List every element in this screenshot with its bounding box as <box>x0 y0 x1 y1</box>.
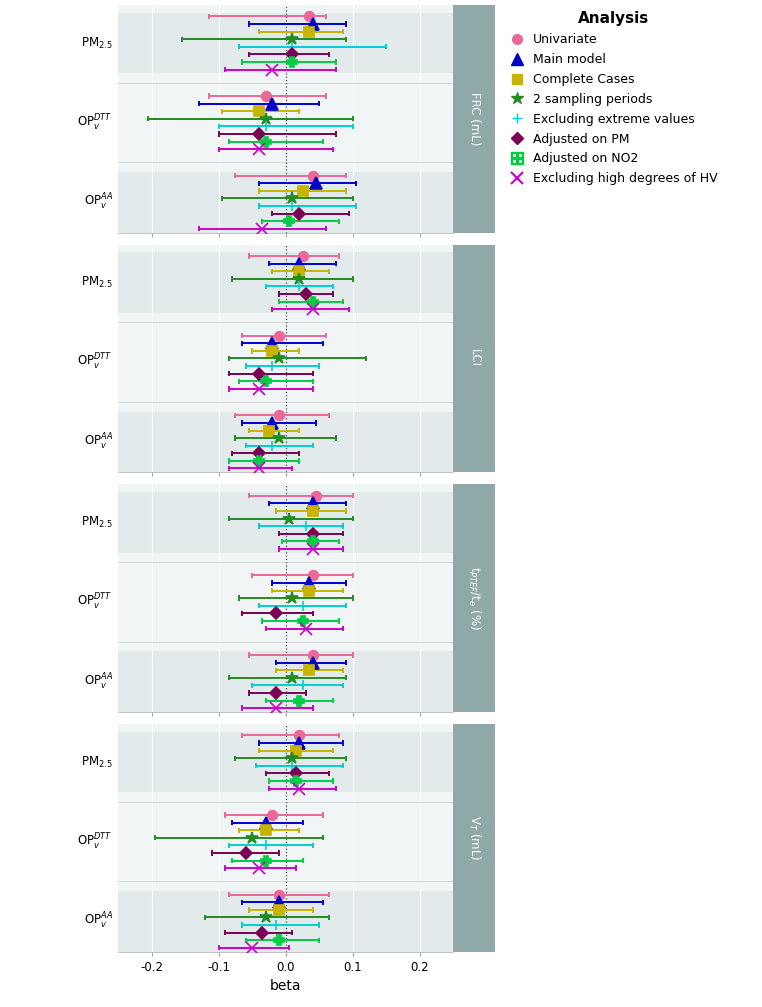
Text: OP$_v^{DTT}$: OP$_v^{DTT}$ <box>78 352 113 373</box>
Bar <box>118 412 453 472</box>
Bar <box>118 172 453 233</box>
Text: FRC (mL): FRC (mL) <box>468 92 481 146</box>
Text: OP$_v^{AA}$: OP$_v^{AA}$ <box>84 911 113 931</box>
Bar <box>118 332 453 393</box>
Bar <box>118 572 453 632</box>
Text: V$_T$ (mL): V$_T$ (mL) <box>466 815 482 861</box>
Text: LCI: LCI <box>468 349 481 368</box>
Text: PM$_{2.5}$: PM$_{2.5}$ <box>81 35 113 50</box>
Text: t$_{PTEF}$/t$_e$ (%): t$_{PTEF}$/t$_e$ (%) <box>466 566 482 630</box>
Text: OP$_v^{DTT}$: OP$_v^{DTT}$ <box>78 592 113 612</box>
Bar <box>118 253 453 313</box>
Bar <box>118 492 453 553</box>
Bar <box>118 13 453 74</box>
Bar <box>118 93 453 153</box>
Bar <box>118 812 453 872</box>
Text: OP$_v^{DTT}$: OP$_v^{DTT}$ <box>78 832 113 852</box>
Text: PM$_{2.5}$: PM$_{2.5}$ <box>81 275 113 290</box>
Text: OP$_v^{AA}$: OP$_v^{AA}$ <box>84 672 113 692</box>
Legend: Univariate, Main model, Complete Cases, 2 sampling periods, Excluding extreme va: Univariate, Main model, Complete Cases, … <box>509 11 718 185</box>
X-axis label: beta: beta <box>270 979 302 993</box>
Text: OP$_v^{AA}$: OP$_v^{AA}$ <box>84 192 113 212</box>
Text: OP$_v^{AA}$: OP$_v^{AA}$ <box>84 432 113 452</box>
Text: OP$_v^{DTT}$: OP$_v^{DTT}$ <box>78 113 113 133</box>
Text: PM$_{2.5}$: PM$_{2.5}$ <box>81 754 113 769</box>
Text: PM$_{2.5}$: PM$_{2.5}$ <box>81 515 113 530</box>
Bar <box>118 891 453 952</box>
Bar <box>118 732 453 793</box>
Bar <box>118 652 453 712</box>
